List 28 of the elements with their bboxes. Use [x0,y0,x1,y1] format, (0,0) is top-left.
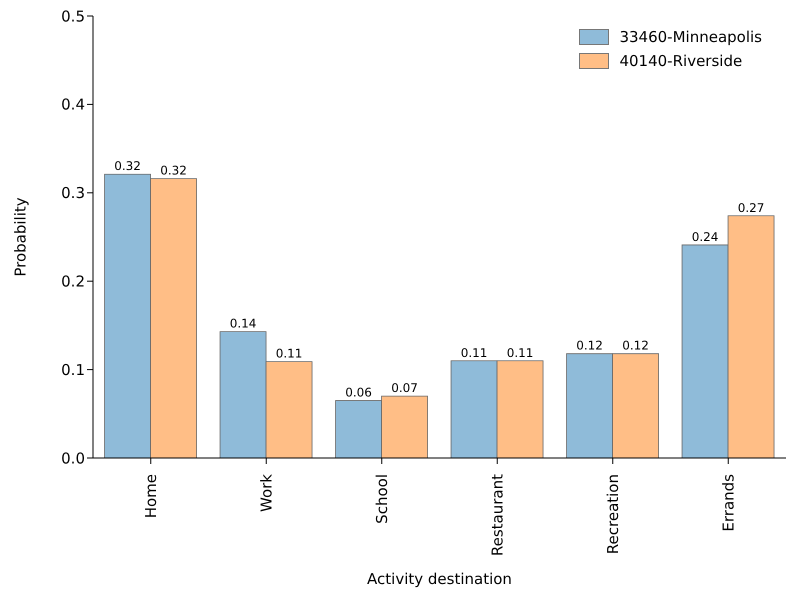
data-label: 0.32 [160,164,187,178]
data-label: 0.12 [576,338,603,353]
data-label: 0.24 [692,230,718,244]
y-tick-label: 0.0 [61,449,85,468]
y-tick-label: 0.1 [61,360,85,379]
y-tick-label: 0.2 [61,272,85,291]
x-tick-label: Home [142,474,160,518]
data-label: 0.06 [345,386,372,400]
data-label: 0.11 [506,346,534,360]
legend-label: 33460-Minneapolis [619,28,762,46]
y-axis-title: Probability [11,197,30,277]
legend-label: 40140-Riverside [619,52,742,70]
x-axis-title: Activity destination [367,570,512,588]
data-label: 0.12 [622,338,649,353]
y-tick-label: 0.3 [61,184,85,202]
data-label: 0.11 [276,346,302,361]
x-tick-label: Recreation [604,474,622,554]
x-tick-label: Work [257,474,276,512]
x-tick-label: School [372,474,391,524]
data-label: 0.32 [114,159,141,174]
data-label: 0.27 [738,200,764,215]
data-label: 0.07 [391,381,418,396]
y-tick-label: 0.4 [61,96,85,114]
x-tick-label: Restaurant [488,474,506,556]
data-label: 0.14 [230,316,256,331]
y-tick-label: 0.5 [61,7,85,26]
data-label: 0.11 [460,346,488,360]
x-tick-label: Errands [719,474,738,532]
